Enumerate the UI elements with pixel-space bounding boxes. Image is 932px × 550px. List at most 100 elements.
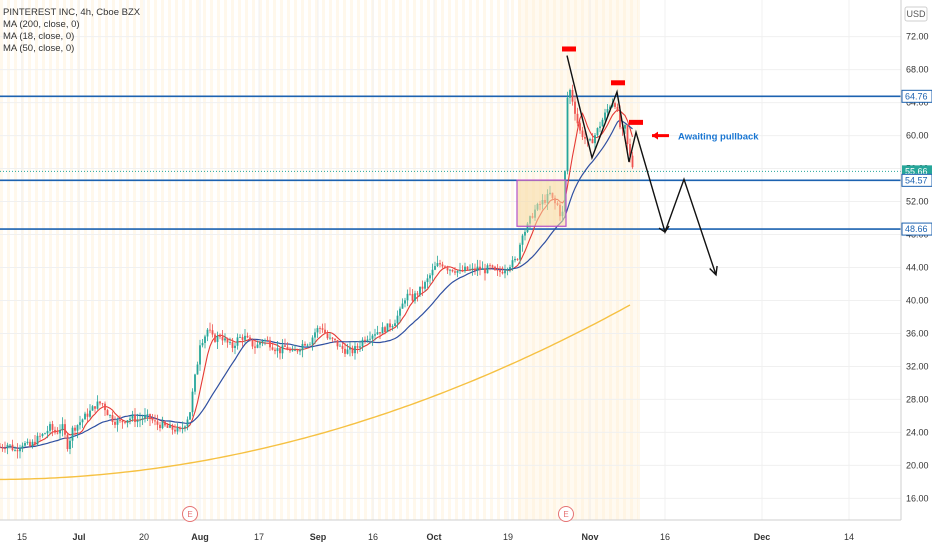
candle-body [366,339,369,341]
earnings-marker[interactable] [558,506,574,522]
candle-body [16,450,19,452]
candle-body [364,339,366,341]
candle-body [24,443,26,446]
y-tick-label: 36.00 [906,328,929,338]
session-band [245,0,248,520]
session-band [357,0,360,520]
candle-body [416,293,419,295]
candle-body [241,337,244,340]
candle-body [141,418,144,420]
candle-body [171,425,174,430]
candle-body [384,327,386,333]
candle-body [616,106,619,111]
candle-body [459,269,461,271]
ma50-line[interactable] [0,119,633,449]
candle-body [574,101,576,114]
candle-body [424,282,426,289]
candle-body [319,328,321,329]
price-label: 55.66 [905,166,928,176]
candle-body [491,265,494,267]
currency-box[interactable] [904,6,928,22]
candle-body [396,315,399,324]
y-tick-label: 32.00 [906,361,929,371]
candle-body [59,429,61,434]
projection-path[interactable] [566,55,717,276]
ma200-line[interactable] [0,304,631,481]
candle-body [109,415,111,416]
candle-body [436,263,439,267]
session-band [539,0,542,520]
candle-body [56,432,59,434]
candle-body [169,425,171,428]
earnings-marker[interactable] [182,506,198,522]
candle-body [579,123,581,131]
candle-body [154,420,156,422]
candle-body [504,270,506,274]
candle-body [594,135,596,144]
candle-body [509,267,511,270]
session-band [14,0,17,520]
candle-body [356,346,359,348]
session-band [105,0,108,520]
candle-body [279,348,281,354]
session-band [175,0,178,520]
candle-body [306,344,309,346]
session-band [287,0,290,520]
candle-body [19,448,21,452]
y-tick-label: 16.00 [906,493,929,503]
candle-body [159,424,161,429]
candle-body [444,266,446,268]
candle-body [474,268,476,271]
session-band [217,0,220,520]
candle-body [271,347,274,350]
candle-body [36,435,39,445]
candle-body [209,329,211,331]
candle-body [199,345,201,365]
candle-body [151,418,154,421]
candle-body [94,406,96,409]
session-band [161,0,164,520]
candle-body [359,346,361,348]
candle-body [619,110,621,128]
candle-body [576,113,579,124]
session-band [455,0,458,520]
candle-body [441,264,444,267]
candle-body [96,401,99,409]
session-band [168,0,171,520]
candle-body [414,293,416,301]
session-band [196,0,199,520]
candle-body [126,420,129,423]
session-band [497,0,500,520]
candle-body [374,334,376,336]
session-band [399,0,402,520]
candle-body [494,266,496,271]
candle-body [304,343,306,346]
candle-body [76,425,79,431]
candle-body [129,418,131,421]
candle-body [439,263,441,265]
session-band [525,0,528,520]
session-band [63,0,66,520]
session-band [420,0,423,520]
candle-body [324,329,326,334]
price-label-box [901,89,932,103]
candle-body [156,421,159,425]
candle-body [614,103,616,107]
candle-body [31,441,34,447]
candle-body [371,335,374,339]
candle-body [1,447,4,449]
top-mark[interactable] [611,80,625,86]
session-band [189,0,192,520]
session-band [392,0,395,520]
x-tick-label: 16 [368,532,378,542]
candle-body [519,244,521,260]
candle-body [99,401,101,404]
candle-body [6,444,9,449]
consolidation-box[interactable] [516,179,567,227]
session-band [336,0,339,520]
session-band [441,0,444,520]
top-mark[interactable] [562,46,576,52]
top-mark[interactable] [629,119,643,125]
session-band [413,0,416,520]
